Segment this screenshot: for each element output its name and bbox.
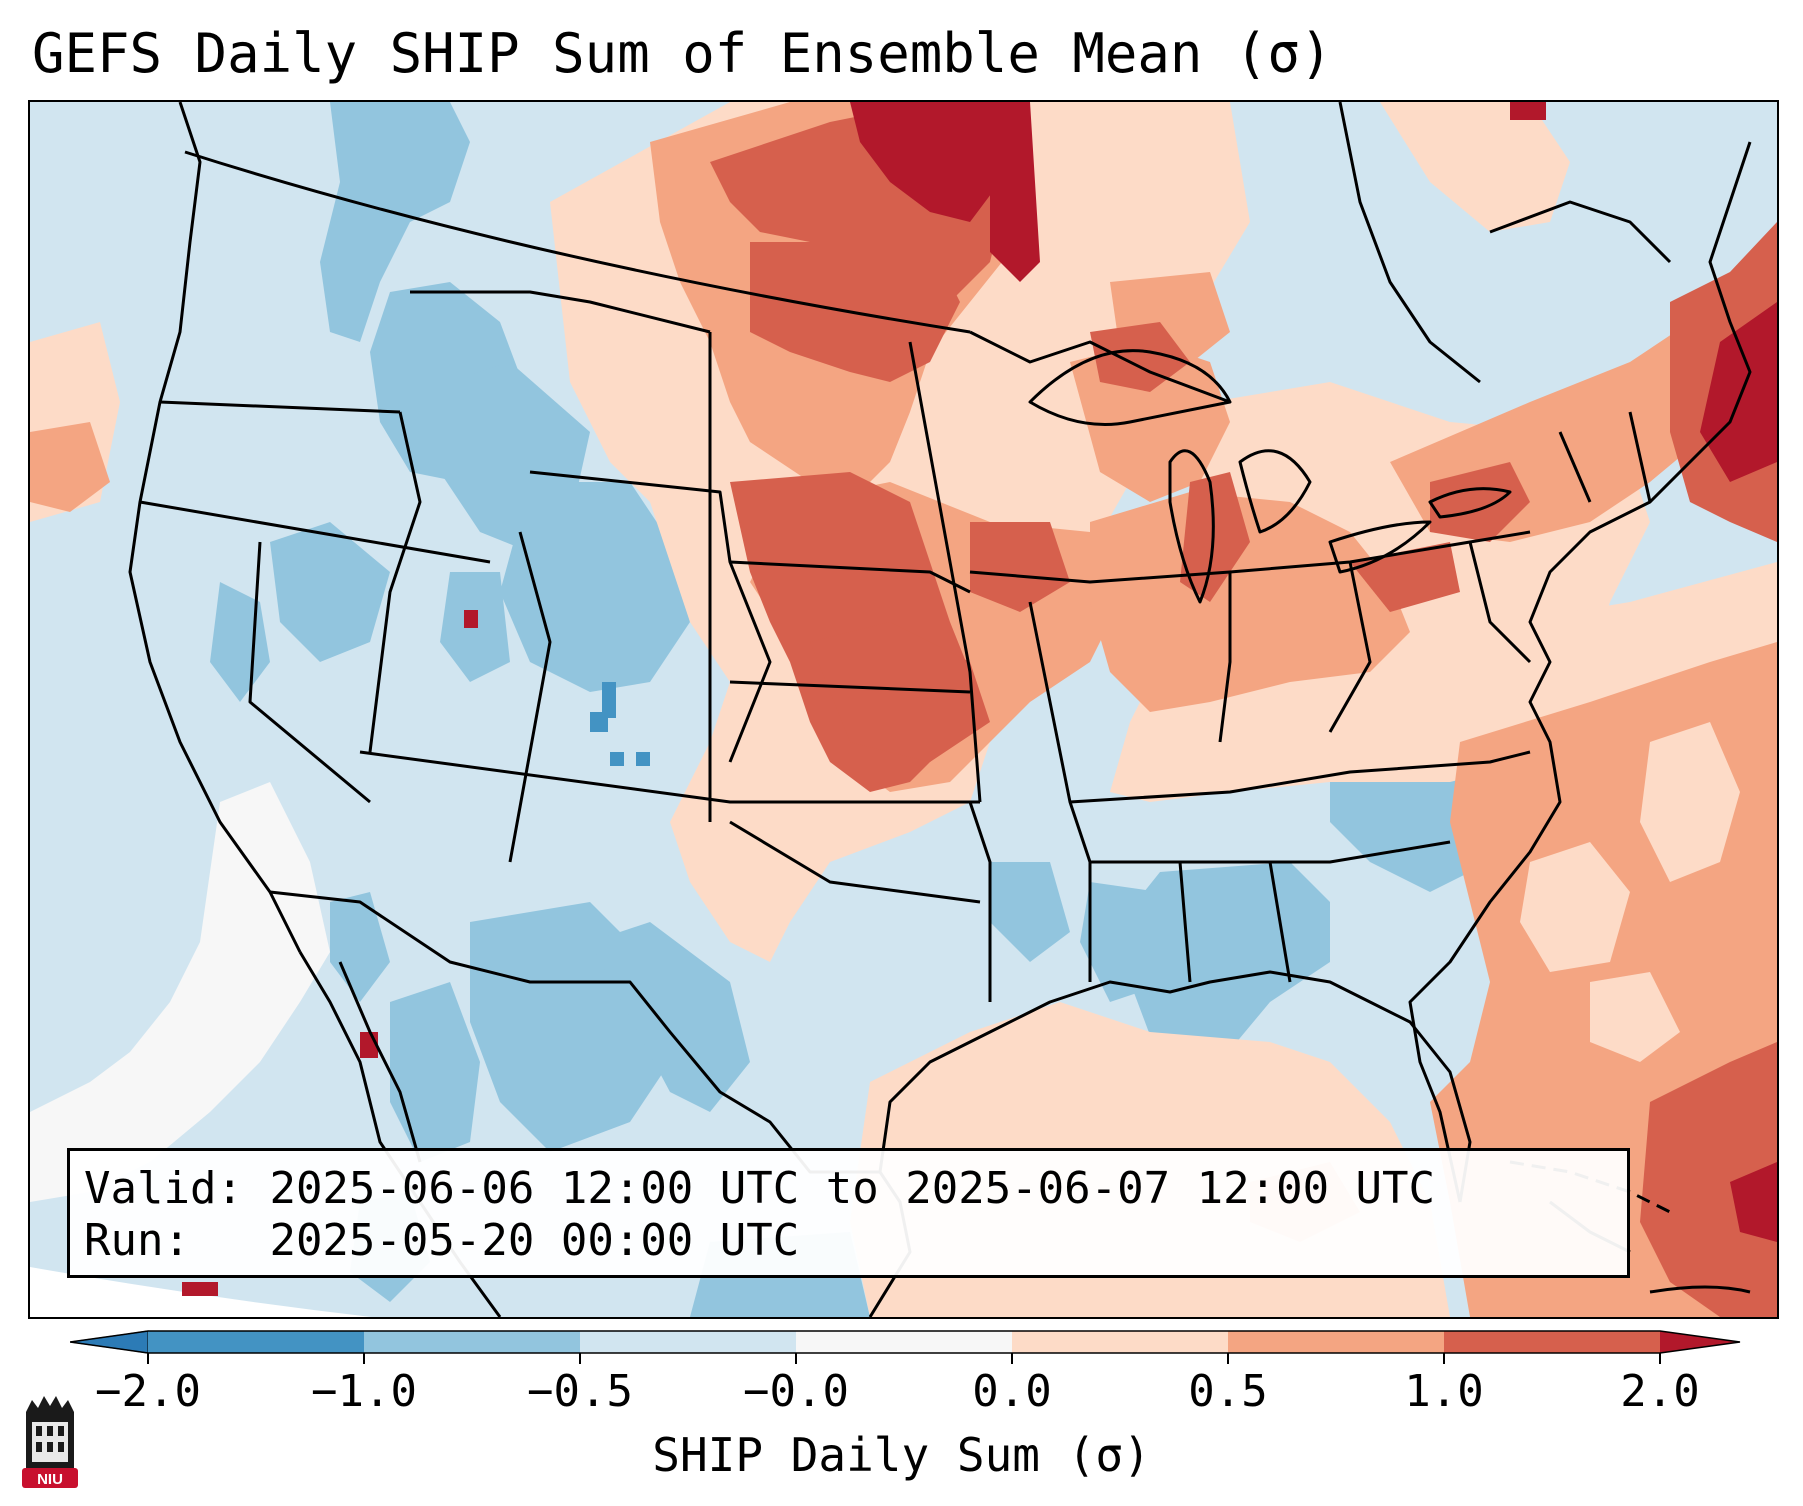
- positive-anomaly-extreme: [182, 102, 1777, 1296]
- colorbar-bin-3: [580, 1331, 796, 1353]
- colorbar: [70, 1330, 1741, 1364]
- colorbar-tick-label: 2.0: [1620, 1366, 1700, 1417]
- run-label: Run:: [84, 1215, 190, 1266]
- offshore-neutral-band: [30, 782, 330, 1202]
- colorbar-bin-5: [1012, 1331, 1228, 1353]
- colorbar-tick-label: 1.0: [1404, 1366, 1484, 1417]
- map-panel[interactable]: [28, 100, 1779, 1319]
- colorbar-ticks: [147, 1353, 1661, 1364]
- colorbar-bin-6: [1228, 1331, 1444, 1353]
- colorbar-title: SHIP Daily Sum (σ): [652, 1428, 1151, 1482]
- colorbar-bin-0: [70, 1330, 149, 1354]
- positive-anomaly-light-islands: [1520, 722, 1740, 1062]
- colorbar-bin-1: [148, 1331, 364, 1353]
- colorbar-bin-2: [364, 1331, 580, 1353]
- political-boundaries: [128, 102, 1752, 1317]
- colorbar-bin-8: [1660, 1331, 1740, 1353]
- run-time-text: 2025-05-20 00:00 UTC: [269, 1215, 800, 1266]
- colorbar-tick-label: −0.5: [527, 1366, 633, 1417]
- valid-time-text: 2025-06-06 12:00 UTC to 2025-06-07 12:00…: [269, 1163, 1436, 1214]
- anomaly-map: [30, 102, 1777, 1317]
- colorbar-tick-label: 0.0: [972, 1366, 1052, 1417]
- map-title: GEFS Daily SHIP Sum of Ensemble Mean (σ): [32, 22, 1333, 85]
- run-time-line: Run: 2025-05-20 00:00 UTC: [84, 1215, 799, 1266]
- colorbar-bin-4: [796, 1331, 1012, 1353]
- colorbar-tick-label: 0.5: [1188, 1366, 1268, 1417]
- colorbar-tick-label: −2.0: [95, 1366, 201, 1417]
- colorbar-bin-7: [1444, 1331, 1660, 1353]
- colorbar-tick-label: −1.0: [311, 1366, 417, 1417]
- valid-time-line: Valid: 2025-06-06 12:00 UTC to 2025-06-0…: [84, 1163, 1435, 1214]
- valid-run-info-box: Valid: 2025-06-06 12:00 UTC to 2025-06-0…: [67, 1148, 1630, 1278]
- valid-label: Valid:: [84, 1163, 243, 1214]
- logo-text: NIU: [37, 1471, 63, 1488]
- colorbar-tick-label: −0.0: [743, 1366, 849, 1417]
- niu-logo-icon: NIU: [22, 1396, 78, 1488]
